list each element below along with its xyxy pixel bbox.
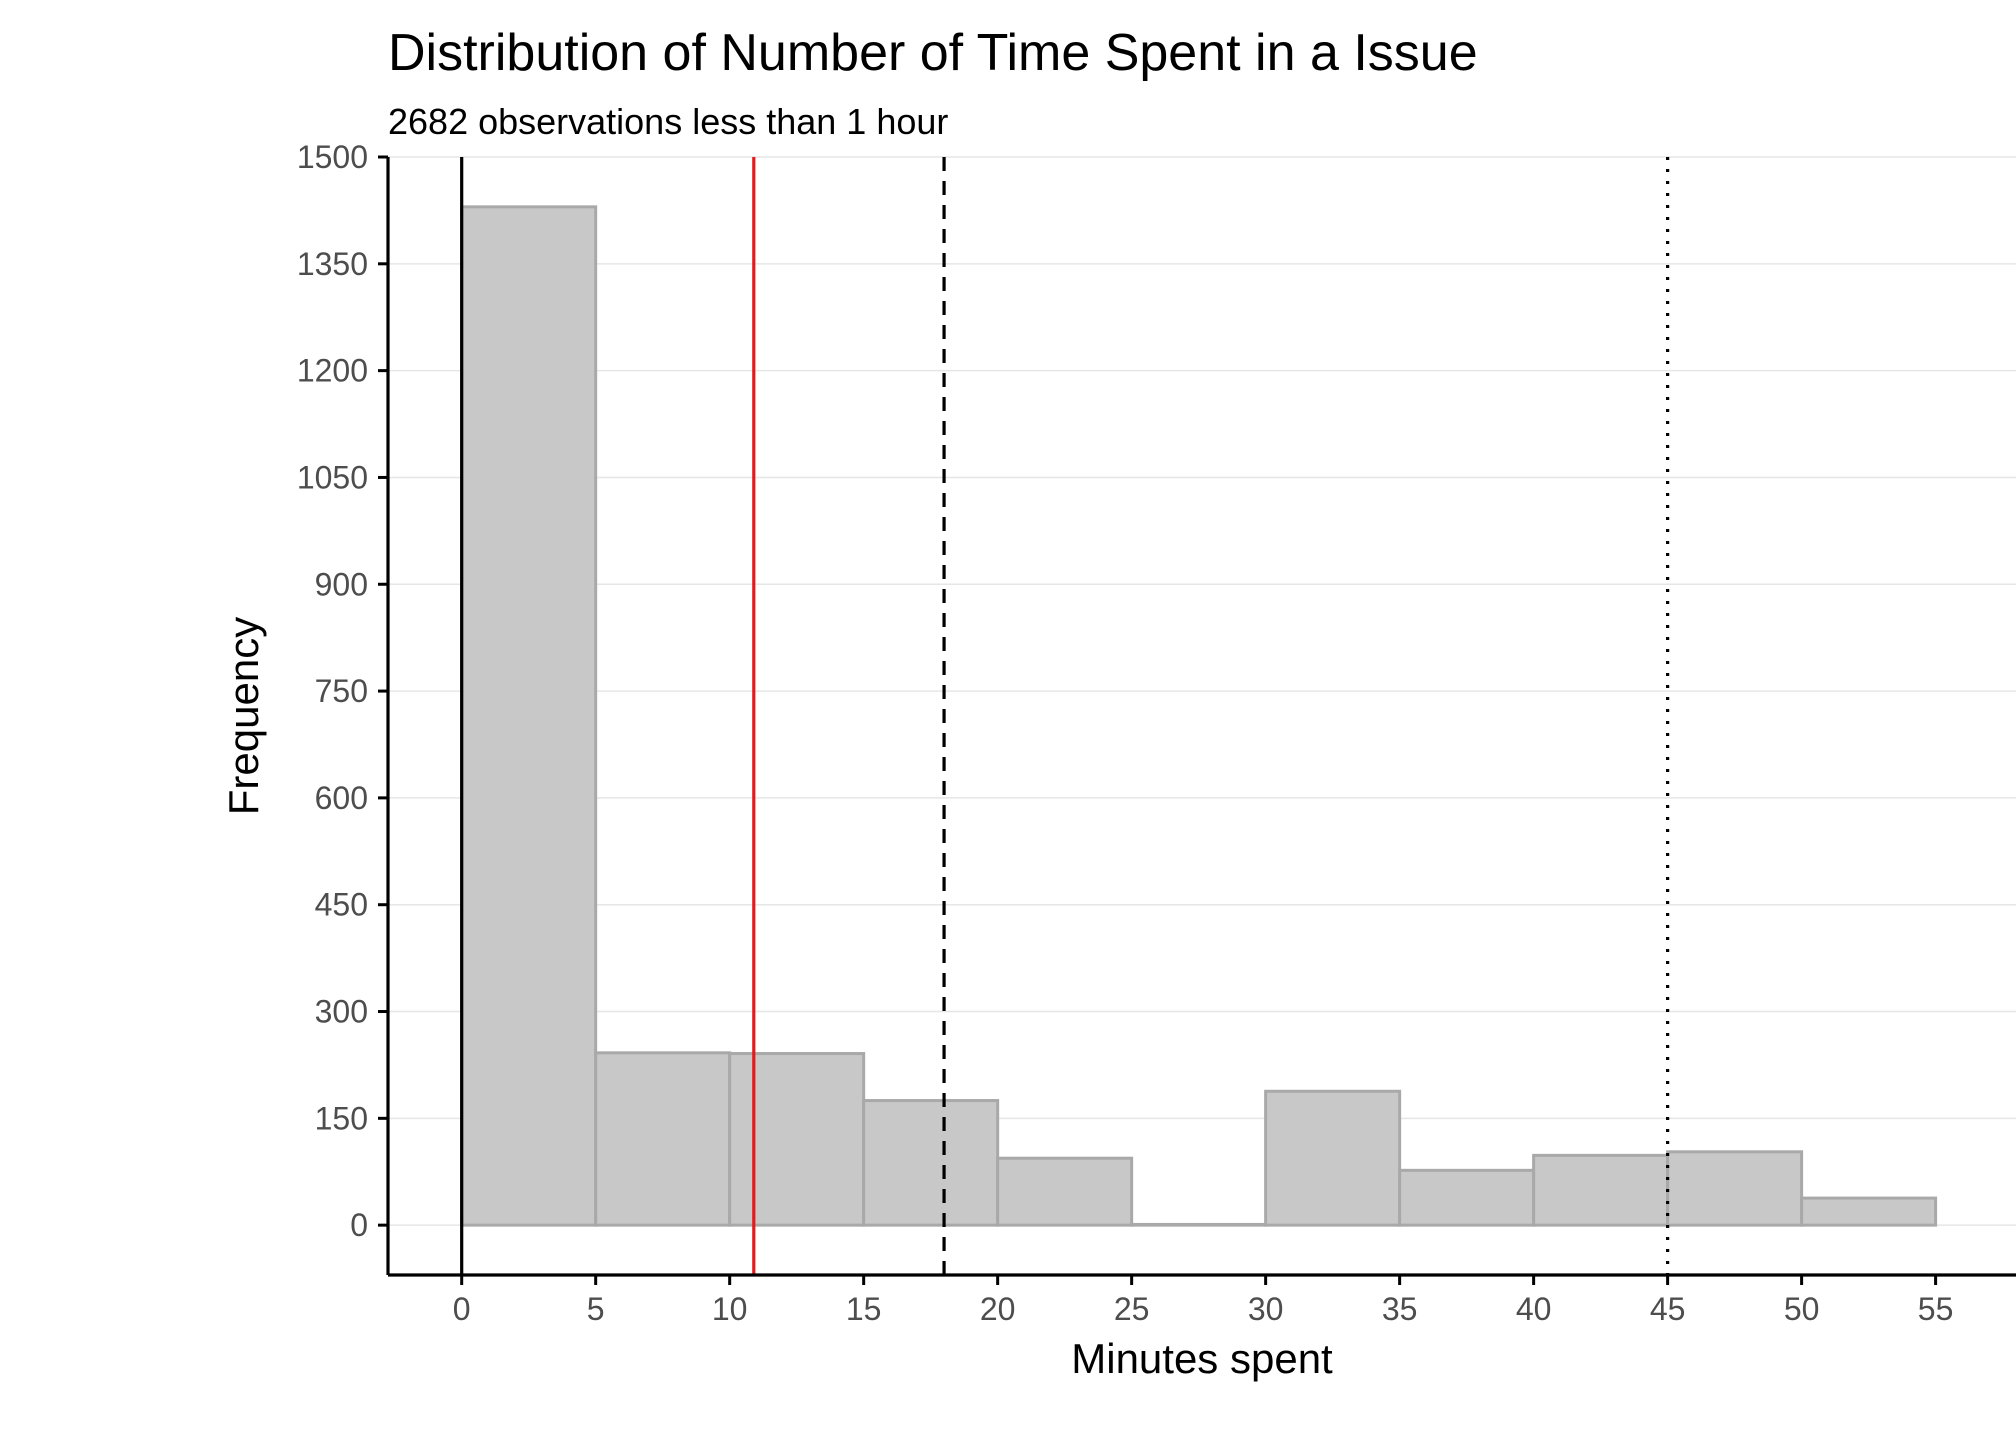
y-tick-label-1500: 1500 bbox=[297, 139, 368, 175]
y-tick-label-600: 600 bbox=[315, 780, 368, 816]
x-tick-label-10: 10 bbox=[712, 1291, 748, 1327]
histogram-bar-6 bbox=[1264, 1089, 1402, 1227]
axes bbox=[378, 155, 2016, 1285]
histogram-bar-9 bbox=[1666, 1150, 1804, 1227]
y-tick-label-1050: 1050 bbox=[297, 459, 368, 495]
y-tick-label-900: 900 bbox=[315, 566, 368, 602]
histogram-bar-3 bbox=[862, 1099, 1000, 1227]
chart-title: Distribution of Number of Time Spent in … bbox=[388, 24, 1478, 82]
x-tick-label-45: 45 bbox=[1650, 1291, 1686, 1327]
y-tick-label-0: 0 bbox=[350, 1207, 368, 1243]
y-tick-label-450: 450 bbox=[315, 887, 368, 923]
x-tick-label-50: 50 bbox=[1784, 1291, 1820, 1327]
x-tick-label-15: 15 bbox=[846, 1291, 882, 1327]
histogram-bar-7 bbox=[1398, 1168, 1536, 1227]
histogram-bar-8 bbox=[1532, 1153, 1670, 1227]
histogram-bar-1 bbox=[594, 1051, 732, 1227]
reference-lines bbox=[460, 157, 1670, 1275]
tick-labels: 0 150 300 450 600 750 900 1050 1200 1350 1500 0 5 10 1… bbox=[297, 139, 1954, 1327]
histogram-bar-4 bbox=[996, 1156, 1134, 1227]
x-tick-label-20: 20 bbox=[980, 1291, 1016, 1327]
histogram-bar-2 bbox=[728, 1052, 866, 1227]
y-tick-label-300: 300 bbox=[315, 994, 368, 1030]
x-tick-label-30: 30 bbox=[1248, 1291, 1284, 1327]
histogram-bar-10 bbox=[1800, 1196, 1938, 1227]
histogram-bar-0 bbox=[460, 205, 598, 1227]
x-tick-label-55: 55 bbox=[1918, 1291, 1954, 1327]
y-tick-label-1350: 1350 bbox=[297, 246, 368, 282]
x-tick-label-35: 35 bbox=[1382, 1291, 1418, 1327]
histogram-bars bbox=[460, 205, 1938, 1227]
x-tick-label-25: 25 bbox=[1114, 1291, 1150, 1327]
chart-subtitle: 2682 observations less than 1 hour bbox=[388, 101, 948, 142]
y-tick-label-1200: 1200 bbox=[297, 353, 368, 389]
y-tick-label-750: 750 bbox=[315, 673, 368, 709]
y-axis-title: Frequency bbox=[220, 617, 267, 815]
x-tick-label-0: 0 bbox=[453, 1291, 471, 1327]
x-axis-title: Minutes spent bbox=[1071, 1335, 1333, 1382]
x-tick-label-5: 5 bbox=[587, 1291, 605, 1327]
histogram-bar-5 bbox=[1130, 1222, 1268, 1227]
y-tick-label-150: 150 bbox=[315, 1100, 368, 1136]
x-tick-label-40: 40 bbox=[1516, 1291, 1552, 1327]
